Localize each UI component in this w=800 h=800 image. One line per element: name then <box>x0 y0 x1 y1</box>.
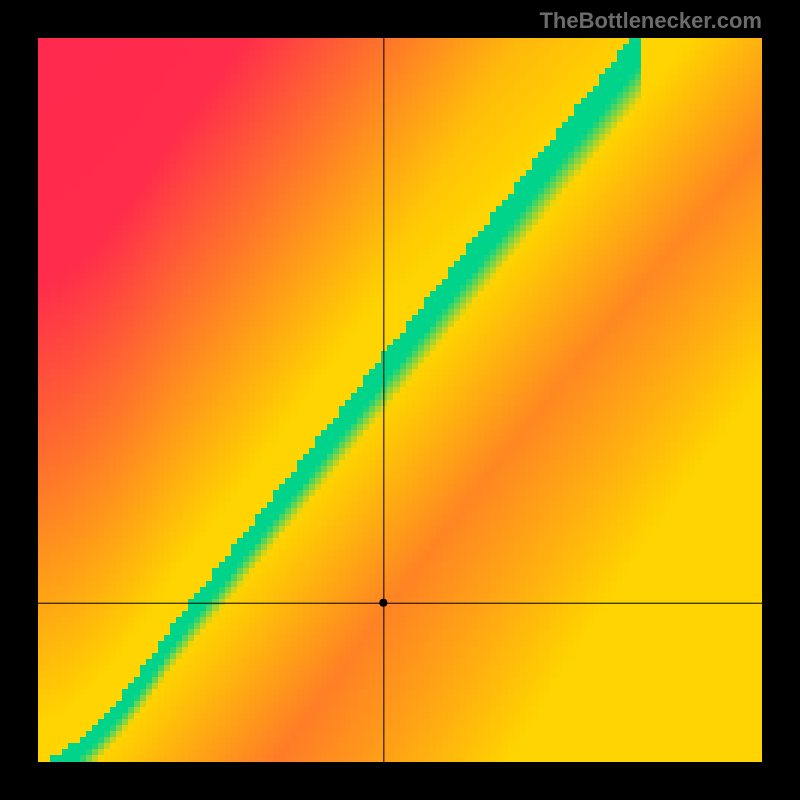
heatmap-canvas <box>38 38 762 762</box>
watermark-label: TheBottlenecker.com <box>539 8 762 34</box>
